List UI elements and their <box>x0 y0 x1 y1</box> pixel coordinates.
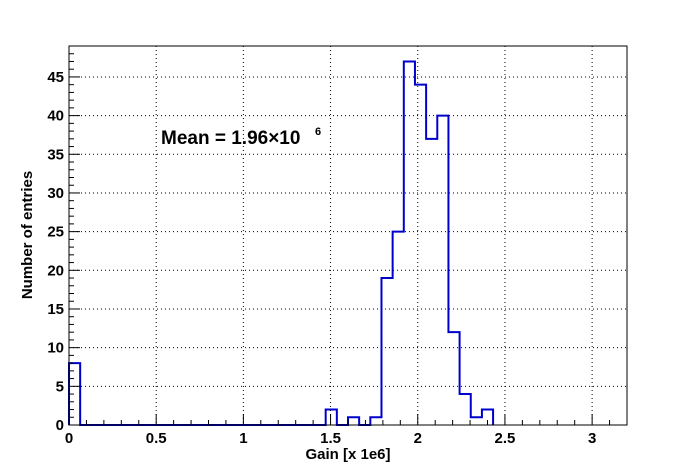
histogram-bin <box>460 394 471 425</box>
mean-annotation-text: Mean = 1.96×10 <box>161 128 300 149</box>
y-tick-label: 10 <box>47 340 64 357</box>
plot-frame <box>68 45 628 426</box>
histogram-bin <box>437 116 448 425</box>
mean-annotation: Mean = 1.96×10 6 <box>161 126 321 149</box>
y-tick-label: 15 <box>47 301 64 318</box>
mean-annotation-exponent: 6 <box>315 126 321 138</box>
histogram-bin <box>370 417 381 425</box>
y-tick-label: 25 <box>47 224 64 241</box>
histogram-outline <box>68 60 495 426</box>
x-tick-label: 2.5 <box>495 430 516 447</box>
x-tick-label: 0.5 <box>146 430 167 447</box>
histogram-bin <box>381 278 392 425</box>
y-tick-label: 20 <box>47 262 64 279</box>
x-tick-label: 2 <box>414 430 422 447</box>
histogram-bin <box>348 417 359 425</box>
x-axis-title: Gain [x 1e6] <box>305 446 390 463</box>
y-tick-label: 40 <box>47 108 64 125</box>
histogram-bin <box>426 139 437 425</box>
y-axis-title: Number of entries <box>19 171 36 299</box>
y-tick-label: 35 <box>47 146 64 163</box>
x-tick-label: 1.5 <box>320 430 341 447</box>
x-axis: 0 0.5 1 1.5 2 2.5 3 <box>65 414 611 447</box>
y-tick-label: 0 <box>56 417 64 434</box>
y-tick-label: 5 <box>56 378 64 395</box>
histogram-bin <box>415 85 426 425</box>
histogram-bin <box>326 410 337 425</box>
x-tick-label: 0 <box>65 430 73 447</box>
x-tick-label: 1 <box>239 430 247 447</box>
grid <box>69 46 627 425</box>
y-tick-label: 45 <box>47 69 64 86</box>
plot-border <box>68 45 628 426</box>
histogram-bin <box>393 232 404 425</box>
histogram-bin <box>448 332 459 425</box>
x-tick-label: 3 <box>588 430 596 447</box>
histogram <box>68 60 495 426</box>
y-axis: 0 5 10 15 20 25 30 35 40 45 <box>47 53 80 434</box>
y-tick-label: 30 <box>47 185 64 202</box>
histogram-bin <box>471 417 482 425</box>
